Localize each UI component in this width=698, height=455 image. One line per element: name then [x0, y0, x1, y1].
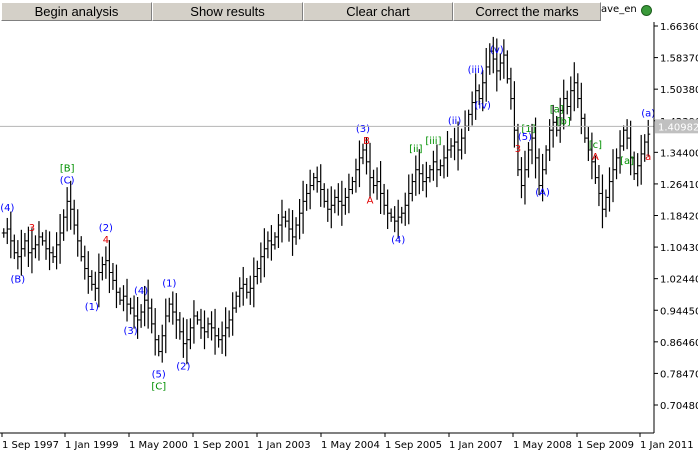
wave-mark: (4) [134, 286, 148, 297]
wave-mark: [B] [60, 164, 75, 175]
wave-mark: A [592, 152, 599, 163]
x-tick-label: 1 May 2000 [129, 440, 188, 451]
wave-mark: (2) [99, 223, 113, 234]
x-tick-label: 1 Sep 1997 [2, 440, 59, 451]
clear-chart-button[interactable]: Clear chart [303, 2, 453, 21]
wave-mark: (3) [123, 326, 137, 337]
wave-mark: (5) [152, 369, 166, 380]
x-tick-label: 1 Jan 2003 [257, 440, 311, 451]
current-price-line: 1.40982 [0, 119, 698, 133]
wave-mark: [b] [557, 116, 571, 127]
wave-mark: (ii) [448, 116, 461, 127]
y-tick-label: 1.58370 [660, 54, 698, 65]
expert-name-label: ave_en [601, 4, 637, 15]
correct-marks-button[interactable]: Correct the marks [453, 2, 601, 21]
wave-mark: (2) [176, 361, 190, 372]
ohlc-bars [1, 36, 651, 365]
wave-mark: B [363, 136, 370, 147]
x-tick-label: 1 Jan 2011 [640, 440, 694, 451]
wave-mark: [ii] [409, 144, 422, 155]
wave-mark: [iii] [425, 136, 441, 147]
wave-mark: (4) [391, 235, 405, 246]
price-axis: 1.663601.583701.503801.423901.344001.264… [654, 22, 698, 412]
wave-mark: (4) [0, 203, 14, 214]
wave-mark: (v) [490, 45, 504, 56]
y-tick-label: 0.78470 [660, 369, 698, 380]
y-tick-label: 1.66360 [660, 22, 698, 33]
wave-mark: (C) [60, 176, 75, 187]
y-tick-label: 1.02440 [660, 275, 698, 286]
y-tick-label: 0.86460 [660, 338, 698, 349]
y-tick-label: 0.70480 [660, 401, 698, 412]
smiley-icon[interactable] [641, 5, 652, 16]
wave-mark: (A) [535, 188, 550, 199]
wave-mark: A [367, 195, 374, 206]
wave-mark: [a] [620, 156, 634, 167]
wave-mark: a [645, 152, 651, 163]
y-tick-label: 1.50380 [660, 85, 698, 96]
wave-mark: (B) [11, 275, 26, 286]
wave-mark: (5) [518, 132, 532, 143]
y-tick-label: 1.26410 [660, 180, 698, 191]
wave-mark: (iv) [474, 101, 491, 112]
show-results-button[interactable]: Show results [152, 2, 303, 21]
wave-mark: (iii) [468, 65, 484, 76]
wave-mark: (3) [356, 124, 370, 135]
y-tick-label: 1.34400 [660, 148, 698, 159]
wave-mark: 4 [103, 235, 109, 246]
wave-mark: 3 [29, 223, 35, 234]
y-tick-label: 1.18420 [660, 212, 698, 223]
wave-mark: (1) [162, 278, 176, 289]
wave-mark: [1] [521, 124, 535, 135]
x-tick-label: 1 May 2004 [321, 440, 380, 451]
x-tick-label: 1 Sep 2009 [577, 440, 634, 451]
x-tick-label: 1 Sep 2001 [193, 440, 250, 451]
x-tick-label: 1 Sep 2005 [385, 440, 442, 451]
wave-mark: 3 [515, 144, 521, 155]
y-tick-label: 0.94450 [660, 306, 698, 317]
x-tick-label: 1 Jan 1999 [65, 440, 119, 451]
wave-mark: [a] [550, 104, 564, 115]
y-tick-label: 1.10430 [660, 243, 698, 254]
wave-mark: [C] [151, 381, 166, 392]
wave-mark: [c] [589, 140, 602, 151]
x-tick-label: 1 May 2008 [513, 440, 572, 451]
current-price-tag [655, 119, 698, 134]
wave-marks: (4)3(B)(C)[B]4(2)(1)(4)(3)(5)[C](1)(2)(3… [0, 45, 655, 392]
x-tick-label: 1 Jan 2007 [449, 440, 503, 451]
wave-mark: (1) [85, 302, 99, 313]
wave-mark: (a) [641, 108, 655, 119]
time-axis: 1 Sep 1997 1 Jan 1999 1 May 2000 1 Sep 2001… [1, 433, 694, 451]
current-price-label: 1.40982 [658, 122, 698, 133]
begin-analysis-button[interactable]: Begin analysis [1, 2, 152, 21]
